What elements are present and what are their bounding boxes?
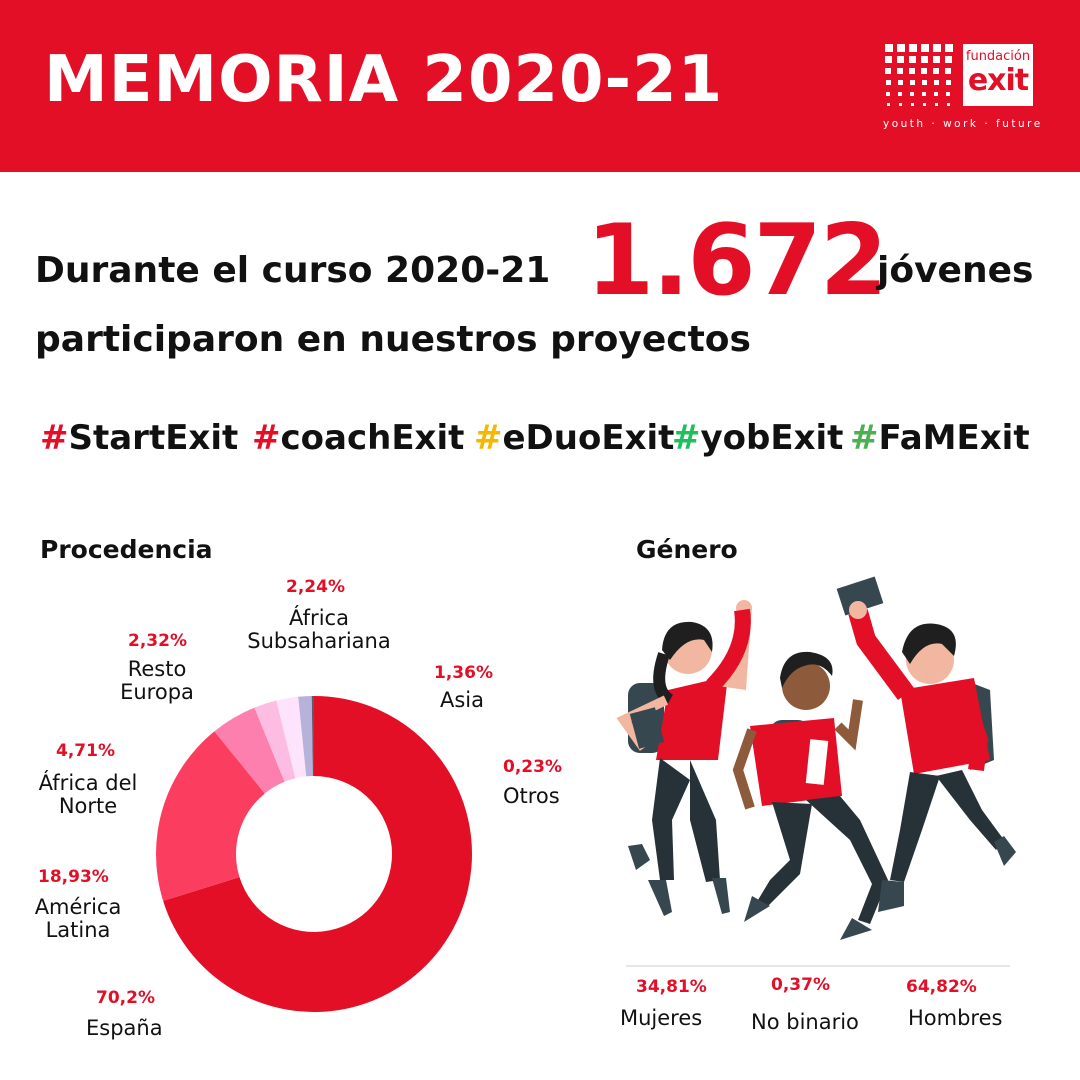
donut-slice-africa-subsahariana bbox=[276, 696, 307, 779]
donut-slice-america-latina bbox=[155, 731, 265, 901]
slice-label-america-latina: América Latina bbox=[34, 895, 122, 943]
headline-part2: jóvenes bbox=[877, 250, 1034, 291]
hashtag-text: StartExit bbox=[68, 418, 239, 458]
gender-label-no-binario: No binario bbox=[751, 1010, 859, 1034]
slice-label-pct-resto-europa: 2,32% bbox=[128, 631, 187, 651]
headline-part1: Durante el curso 2020-21 bbox=[35, 250, 551, 291]
hash-symbol: # bbox=[252, 418, 281, 458]
procedencia-title: Procedencia bbox=[40, 535, 213, 564]
gender-pct-mujeres: 34,81% bbox=[636, 977, 707, 997]
hash-symbol: # bbox=[474, 418, 503, 458]
girl-figure-icon bbox=[616, 600, 752, 916]
hash-symbol: # bbox=[850, 418, 879, 458]
gender-pct-no-binario: 0,37% bbox=[771, 975, 830, 995]
donut-slice-resto-europa bbox=[254, 700, 296, 782]
slice-label-pct-africa-norte: 4,71% bbox=[56, 741, 115, 761]
gender-label-hombres: Hombres bbox=[908, 1006, 1003, 1030]
genero-title: Género bbox=[636, 535, 738, 564]
hashtag-text: eDuoExit bbox=[502, 418, 675, 458]
headline-number: 1.672 bbox=[586, 204, 888, 318]
hashtag-coachexit: #coachExit bbox=[252, 421, 464, 455]
boy-middle-figure-icon bbox=[732, 651, 888, 940]
slice-label-espana: España bbox=[86, 1016, 163, 1040]
hashtag-famexit: #FaMExit bbox=[850, 421, 1030, 455]
logo-small-text: fundación bbox=[965, 49, 1031, 64]
hashtag-text: yobExit bbox=[700, 418, 844, 458]
fundacion-exit-logo: fundación exit youth · work · future bbox=[883, 42, 1043, 134]
hashtag-text: coachExit bbox=[280, 418, 465, 458]
logo-big-text: exit bbox=[967, 63, 1029, 98]
slice-label-otros: Otros bbox=[503, 784, 560, 808]
hash-symbol: # bbox=[672, 418, 701, 458]
slice-label-asia: Asia bbox=[440, 688, 485, 712]
donut-slice-espana bbox=[163, 696, 472, 1013]
donut-slice-africa-del-norte bbox=[214, 707, 285, 794]
donut-slice-asia bbox=[298, 696, 313, 777]
hashtag-startexit: #StartExit bbox=[40, 421, 238, 455]
slice-label-resto-europa: Resto Europa bbox=[120, 657, 194, 705]
donut-slice-otros bbox=[311, 696, 314, 777]
slice-label-pct-otros: 0,23% bbox=[503, 757, 562, 777]
slice-label-pct-america-latina: 18,93% bbox=[38, 867, 109, 887]
boy-right-figure-icon bbox=[836, 576, 1016, 912]
hashtag-text: FaMExit bbox=[878, 418, 1030, 458]
logo-dot-grid-icon bbox=[885, 44, 953, 106]
logo-wordmark-box: fundación exit bbox=[963, 44, 1033, 106]
hashtag-eduoexit: #eDuoExit bbox=[474, 421, 674, 455]
gender-label-mujeres: Mujeres bbox=[620, 1006, 703, 1030]
slice-label-africa-norte: África del Norte bbox=[38, 771, 138, 819]
slice-label-pct-asia: 1,36% bbox=[434, 663, 493, 683]
header-banner: MEMORIA 2020-21 fundación exit youth · w… bbox=[0, 0, 1080, 172]
logo-tagline: youth · work · future bbox=[883, 118, 1043, 130]
page-title: MEMORIA 2020-21 bbox=[44, 43, 724, 117]
slice-label-pct-africa-subsahariana: 2,24% bbox=[286, 577, 345, 597]
slice-label-africa-subsahariana: África Subsahariana bbox=[247, 606, 391, 654]
gender-pct-hombres: 64,82% bbox=[906, 977, 977, 997]
hashtag-yobexit: #yobExit bbox=[672, 421, 843, 455]
hash-symbol: # bbox=[40, 418, 69, 458]
headline-line2: participaron en nuestros proyectos bbox=[35, 319, 751, 360]
slice-label-pct-espana: 70,2% bbox=[96, 988, 155, 1008]
